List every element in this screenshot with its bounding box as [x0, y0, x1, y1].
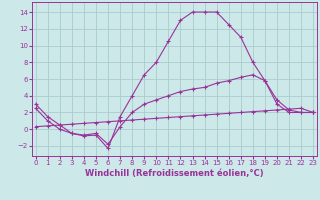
X-axis label: Windchill (Refroidissement éolien,°C): Windchill (Refroidissement éolien,°C)	[85, 169, 264, 178]
